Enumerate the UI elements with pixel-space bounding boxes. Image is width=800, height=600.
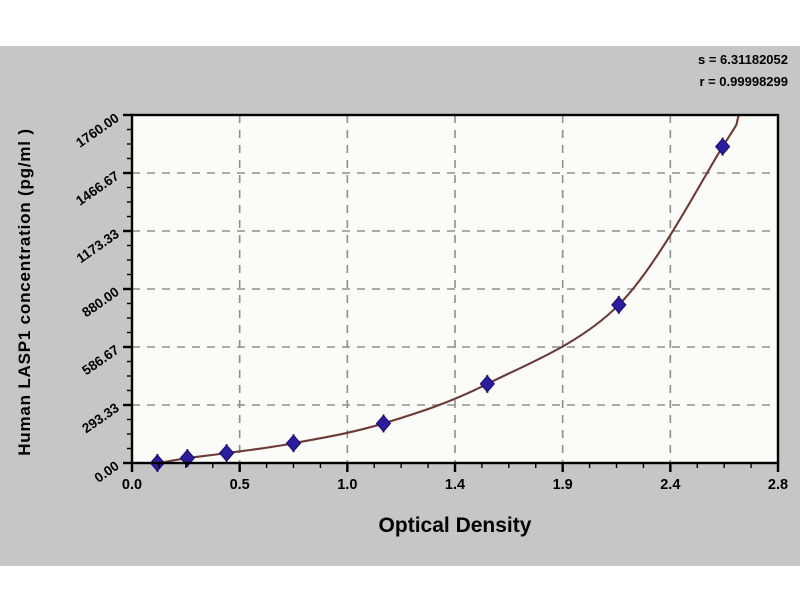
x-axis-title: Optical Density <box>379 514 532 537</box>
x-tick-label: 2.4 <box>660 477 680 493</box>
data-point-marker <box>218 444 235 462</box>
y-axis-ticks <box>123 113 132 465</box>
x-tick-label: 0.0 <box>122 477 142 493</box>
y-axis-title: Human LASP1 concentration (pg/ml ) <box>15 128 34 456</box>
annotation-r-value: r = 0.99998299 <box>699 74 788 89</box>
grid-lines <box>132 115 778 463</box>
x-tick-label: 1.9 <box>553 477 573 493</box>
x-tick-label: 2.8 <box>768 477 788 493</box>
annotation-s-value: s = 6.31182052 <box>698 52 788 67</box>
data-point-marker <box>714 137 731 156</box>
x-tick-label: 1.4 <box>445 477 465 493</box>
x-axis-ticks <box>130 463 780 472</box>
data-point-marker <box>479 375 495 393</box>
data-point-marker <box>285 434 302 452</box>
data-point-marker <box>375 414 392 433</box>
x-tick-label: 1.0 <box>337 477 357 493</box>
x-tick-label: 0.5 <box>230 477 250 493</box>
data-point-marker <box>611 296 627 314</box>
x-axis-tick-labels: 0.0 0.5 1.0 1.4 1.9 2.4 2.8 <box>122 477 788 493</box>
